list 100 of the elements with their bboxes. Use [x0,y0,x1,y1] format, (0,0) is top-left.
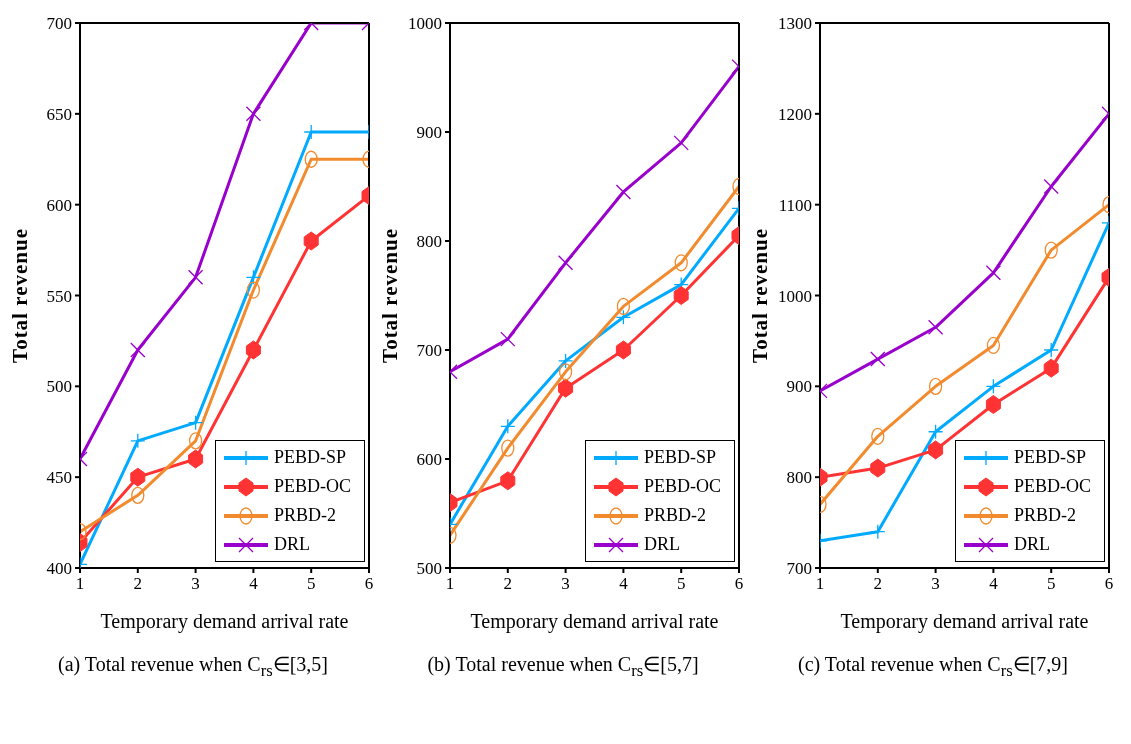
y-tick-label: 1200 [778,104,812,124]
x-tick-label: 6 [1104,574,1114,594]
x-tick-label: 1 [75,574,85,594]
text: (a) Total revenue when C$_{rs}$∈[3,5] [57,652,329,681]
point [674,254,688,272]
legend-label: PEBD-OC [1014,476,1092,497]
y-tick-label: 500 [416,559,442,579]
point [927,319,944,335]
x-axis-title: Temporary demand arrival rate [100,610,349,633]
y-tick-label: 500 [46,377,72,397]
x-axis-title: Temporary demand arrival rate [470,610,719,633]
y-tick-label: 600 [416,450,442,470]
point [188,449,204,469]
point [245,340,261,360]
x-tick-label: 6 [734,574,744,594]
x-tick-label: 3 [931,574,940,594]
point [501,439,515,457]
y-tick-label: 700 [416,341,442,361]
x-tick-label: 4 [989,574,999,594]
point [1043,358,1059,378]
x-tick-label: 6 [364,574,374,594]
text: (b) Total revenue when C$_{rs}$∈[5,7] [426,652,700,681]
legend-label: DRL [644,534,680,555]
y-axis-title: Total revenue [8,228,33,363]
x-tick-label: 2 [873,574,883,594]
point [131,486,145,504]
x-tick-label: 4 [249,574,259,594]
point [187,415,204,431]
y-tick-label: 1300 [778,14,812,34]
x-tick-label: 2 [503,574,513,594]
y-axis-title: Total revenue [748,228,773,363]
y-tick-label: 450 [46,468,72,488]
text: (c) Total revenue when C$_{rs}$∈[7,9] [797,652,1069,681]
point [986,336,1001,355]
legend-label: DRL [1014,534,1050,555]
y-tick-label: 550 [46,286,72,306]
point [870,524,886,540]
y-tick-label: 400 [46,559,72,579]
point [188,432,203,450]
x-tick-label: 5 [676,574,686,594]
point [928,440,944,460]
point [500,418,516,434]
point [130,433,146,449]
legend-label: PEBD-OC [274,476,352,497]
legend-label: PRBD-2 [274,505,337,526]
point [871,427,885,445]
x-tick-label: 1 [815,574,825,594]
x-tick-label: 5 [1046,574,1056,594]
point [985,265,1002,281]
y-tick-label: 700 [46,14,72,34]
point [1043,178,1059,195]
y-tick-label: 1000 [408,14,442,34]
point [927,424,944,440]
point [985,395,1001,414]
point [187,269,204,285]
point [615,340,631,360]
y-tick-label: 700 [786,559,812,579]
point [557,255,574,271]
x-tick-label: 3 [191,574,200,594]
y-tick-label: 900 [416,123,442,143]
point [1043,342,1059,358]
legend-label: PEBD-SP [644,447,717,468]
legend-label: DRL [274,534,310,555]
y-tick-label: 800 [416,232,442,252]
x-tick-label: 1 [445,574,455,594]
x-tick-label: 5 [306,574,316,594]
point [557,353,574,369]
y-tick-label: 900 [786,377,812,397]
y-tick-label: 800 [786,468,812,488]
point [615,184,632,200]
point [500,471,516,491]
point [985,378,1002,394]
y-axis-title: Total revenue [378,228,403,363]
point [245,269,262,285]
point [130,342,146,358]
legend-label: PEBD-OC [644,476,722,497]
x-tick-label: 4 [619,574,629,594]
x-tick-label: 3 [561,574,570,594]
point [870,351,886,367]
point [500,331,516,347]
point [870,458,886,478]
legend-label: PRBD-2 [644,505,707,526]
point [928,377,943,395]
point [673,286,689,305]
x-axis-title: Temporary demand arrival rate [840,610,1089,633]
legend-label: PEBD-SP [274,447,347,468]
point [558,363,573,381]
point [615,309,632,325]
point [304,150,318,168]
point [246,281,261,299]
y-tick-label: 650 [46,104,72,124]
point [1044,241,1058,259]
y-tick-label: 1000 [778,286,812,306]
legend-label: PRBD-2 [1014,505,1077,526]
x-tick-label: 2 [133,574,143,594]
legend-label: PEBD-SP [1014,447,1087,468]
point [245,106,262,122]
point [303,231,319,251]
point [616,297,631,316]
y-tick-label: 1100 [778,195,812,215]
